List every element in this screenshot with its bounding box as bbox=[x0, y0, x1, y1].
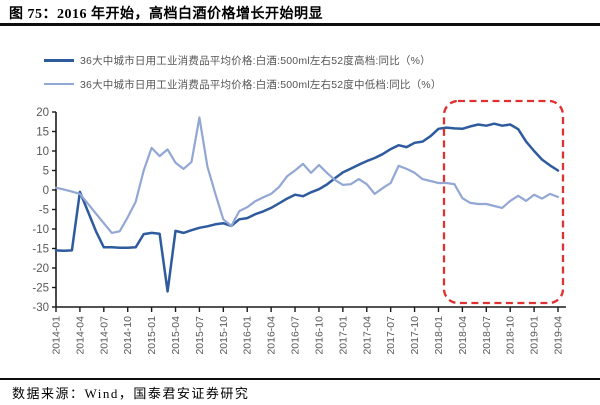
y-tick-label: 0 bbox=[43, 185, 49, 197]
x-tick-label: 2018-10 bbox=[505, 316, 517, 355]
y-tick-label: 5 bbox=[43, 166, 49, 178]
x-tick-label: 2018-04 bbox=[457, 316, 469, 355]
x-tick-label: 2015-10 bbox=[218, 316, 230, 355]
y-tick-label: -15 bbox=[32, 244, 49, 256]
x-tick-label: 2016-07 bbox=[290, 316, 302, 355]
legend-label-highend: 36大中城市日用工业消费品平均价格:白酒:500ml左右52度高档:同比（%） bbox=[80, 54, 431, 67]
legend-label-midlow: 36大中城市日用工业消费品平均价格:白酒:500ml左右52度中低档:同比（%） bbox=[80, 78, 442, 91]
x-tick-label: 2019-04 bbox=[553, 316, 565, 355]
title-divider bbox=[0, 23, 600, 26]
y-tick-label: -30 bbox=[32, 302, 49, 314]
y-tick-label: -20 bbox=[32, 263, 49, 275]
legend-line-midlow-icon bbox=[44, 82, 74, 86]
y-tick-label: -25 bbox=[32, 283, 49, 295]
legend-item-highend: 36大中城市日用工业消费品平均价格:白酒:500ml左右52度高档:同比（%） bbox=[44, 48, 442, 72]
x-tick-label: 2015-04 bbox=[170, 316, 182, 355]
chart-legend: 36大中城市日用工业消费品平均价格:白酒:500ml左右52度高档:同比（%） … bbox=[44, 48, 442, 96]
y-tick-label: -10 bbox=[32, 224, 49, 236]
y-tick-label: -5 bbox=[39, 205, 49, 217]
x-tick-label: 2016-04 bbox=[266, 316, 278, 355]
x-tick-label: 2018-01 bbox=[433, 316, 445, 355]
x-tick-label: 2014-04 bbox=[74, 316, 86, 355]
x-tick-label: 2017-10 bbox=[409, 316, 421, 355]
x-tick-label: 2014-07 bbox=[98, 316, 110, 355]
series-line-highend bbox=[54, 122, 560, 293]
legend-line-highend-icon bbox=[44, 58, 74, 62]
x-tick-label: 2014-10 bbox=[122, 316, 134, 355]
y-tick-label: 20 bbox=[36, 107, 49, 119]
y-tick-label: 15 bbox=[36, 127, 49, 139]
x-tick-label: 2018-07 bbox=[481, 316, 493, 355]
highlight-box bbox=[442, 99, 565, 305]
x-tick-label: 2016-01 bbox=[242, 316, 254, 355]
figure-title: 图 75：2016 年开始，高档白酒价格增长开始明显 bbox=[9, 7, 323, 22]
series-line-midlow bbox=[54, 116, 560, 234]
x-tick-label: 2015-07 bbox=[194, 316, 206, 355]
x-tick-label: 2016-10 bbox=[313, 316, 325, 355]
y-tick-label: 10 bbox=[36, 146, 49, 158]
footer-divider bbox=[0, 378, 600, 380]
data-source: 数据来源：Wind，国泰君安证券研究 bbox=[12, 386, 250, 401]
x-tick-label: 2015-01 bbox=[146, 316, 158, 355]
x-tick-label: 2017-07 bbox=[385, 316, 397, 355]
legend-item-midlow: 36大中城市日用工业消费品平均价格:白酒:500ml左右52度中低档:同比（%） bbox=[44, 72, 442, 96]
line-chart: 20 15 10 5 0 -5 -10 -15 -20 -25 -30 2014-01 2014-04 2… bbox=[32, 99, 566, 355]
x-tick-label: 2014-01 bbox=[51, 316, 63, 355]
x-tick-label: 2017-01 bbox=[337, 316, 349, 355]
x-tick-label: 2019-01 bbox=[529, 316, 541, 355]
x-tick-label: 2017-04 bbox=[361, 316, 373, 355]
